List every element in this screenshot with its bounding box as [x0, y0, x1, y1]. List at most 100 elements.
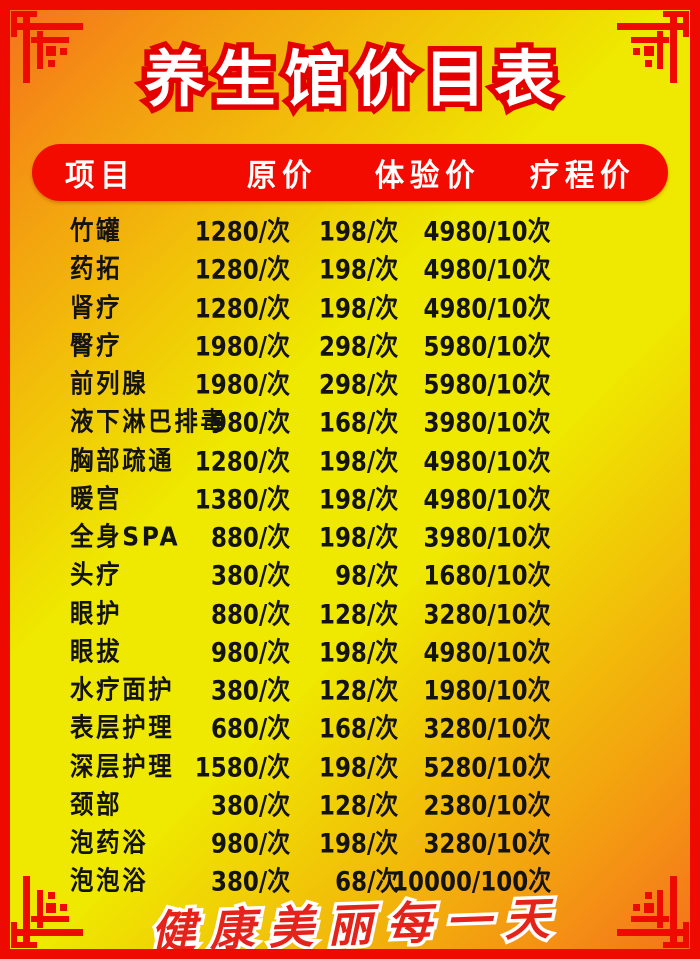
row-trial-price: 128/次 — [318, 790, 398, 822]
row-course-price: 1980/10次 — [423, 675, 551, 707]
row-item-name: 暖宫 — [70, 484, 123, 515]
row-item-name: 胸部疏通 — [70, 446, 175, 477]
table-header-bar: 项目 原价 体验价 疗程价 — [32, 144, 668, 201]
row-trial-price: 198/次 — [318, 254, 398, 286]
row-original-price: 1280/次 — [194, 293, 290, 325]
row-original-price: 1280/次 — [194, 446, 290, 478]
row-course-price: 3980/10次 — [423, 522, 551, 554]
row-course-price: 10000/100次 — [391, 866, 551, 898]
row-trial-price: 198/次 — [318, 828, 398, 860]
row-course-price: 3280/10次 — [423, 599, 551, 631]
table-row: 泡药浴 980/次 198/次 3280/10次 — [35, 822, 665, 860]
row-item-name: 前列腺 — [70, 369, 149, 400]
row-item-name: 表层护理 — [70, 713, 175, 744]
row-trial-price: 198/次 — [318, 484, 398, 516]
row-original-price: 380/次 — [210, 790, 290, 822]
row-course-price: 2380/10次 — [423, 790, 551, 822]
row-course-price: 4980/10次 — [423, 254, 551, 286]
table-row: 暖宫 1380/次 198/次 4980/10次 — [35, 478, 665, 516]
poster-title-text: 养生馆价目表 — [144, 44, 565, 115]
header-trial-price: 体验价 — [374, 158, 480, 194]
row-item-name: 臀疗 — [70, 331, 123, 362]
row-trial-price: 168/次 — [318, 713, 398, 745]
table-row: 水疗面护 380/次 128/次 1980/10次 — [35, 669, 665, 707]
row-course-price: 5980/10次 — [423, 369, 551, 401]
row-trial-price: 198/次 — [318, 446, 398, 478]
row-original-price: 380/次 — [210, 675, 290, 707]
row-trial-price: 198/次 — [318, 216, 398, 248]
row-original-price: 680/次 — [210, 713, 290, 745]
row-trial-price: 198/次 — [318, 293, 398, 325]
row-original-price: 380/次 — [210, 560, 290, 592]
row-item-name: 液下淋巴排毒 — [70, 407, 227, 438]
price-table: 竹罐 1280/次 198/次 4980/10次 药拓 1280/次 198/次… — [35, 210, 665, 899]
row-item-name: 水疗面护 — [70, 675, 175, 706]
row-original-price: 980/次 — [210, 828, 290, 860]
header-original-price: 原价 — [246, 158, 318, 194]
row-trial-price: 198/次 — [318, 752, 398, 784]
row-course-price: 1680/10次 — [423, 560, 551, 592]
corner-ornament-top-right-icon — [605, 11, 689, 95]
table-row: 药拓 1280/次 198/次 4980/10次 — [35, 248, 665, 286]
row-trial-price: 68/次 — [334, 866, 398, 898]
table-row: 全身SPA 880/次 198/次 3980/10次 — [35, 516, 665, 554]
row-item-name: 全身SPA — [70, 522, 181, 553]
row-trial-price: 298/次 — [318, 331, 398, 363]
row-item-name: 颈部 — [70, 790, 123, 821]
header-item-column: 项目 — [65, 158, 136, 194]
row-original-price: 880/次 — [210, 599, 290, 631]
header-course-price: 疗程价 — [529, 158, 635, 194]
row-original-price: 980/次 — [210, 407, 290, 439]
row-item-name: 药拓 — [70, 254, 123, 285]
row-course-price: 3280/10次 — [423, 828, 551, 860]
table-row: 竹罐 1280/次 198/次 4980/10次 — [35, 210, 665, 248]
table-row: 眼拔 980/次 198/次 4980/10次 — [35, 631, 665, 669]
row-trial-price: 198/次 — [318, 637, 398, 669]
table-row: 眼护 880/次 128/次 3280/10次 — [35, 593, 665, 631]
table-row: 深层护理 1580/次 198/次 5280/10次 — [35, 746, 665, 784]
table-row: 液下淋巴排毒 980/次 168/次 3980/10次 — [35, 401, 665, 439]
table-row: 表层护理 680/次 168/次 3280/10次 — [35, 707, 665, 745]
row-course-price: 5980/10次 — [423, 331, 551, 363]
row-item-name: 竹罐 — [70, 216, 123, 247]
row-original-price: 1280/次 — [194, 254, 290, 286]
table-row: 胸部疏通 1280/次 198/次 4980/10次 — [35, 440, 665, 478]
row-course-price: 3280/10次 — [423, 713, 551, 745]
table-row: 颈部 380/次 128/次 2380/10次 — [35, 784, 665, 822]
row-course-price: 4980/10次 — [423, 446, 551, 478]
poster-title-outline: 养生馆价目表 — [139, 39, 565, 121]
table-row: 臀疗 1980/次 298/次 5980/10次 — [35, 325, 665, 363]
row-trial-price: 198/次 — [318, 522, 398, 554]
row-original-price: 1980/次 — [194, 369, 290, 401]
row-trial-price: 128/次 — [318, 675, 398, 707]
row-original-price: 1580/次 — [194, 752, 290, 784]
row-course-price: 4980/10次 — [423, 637, 551, 669]
row-trial-price: 128/次 — [318, 599, 398, 631]
row-course-price: 4980/10次 — [423, 216, 551, 248]
row-item-name: 深层护理 — [70, 752, 175, 783]
row-original-price: 1280/次 — [194, 216, 290, 248]
poster-title: 养生馆价目表 养生馆价目表 — [10, 38, 690, 122]
row-trial-price: 298/次 — [318, 369, 398, 401]
row-original-price: 880/次 — [210, 522, 290, 554]
row-trial-price: 98/次 — [334, 560, 398, 592]
row-course-price: 4980/10次 — [423, 293, 551, 325]
row-course-price: 3980/10次 — [423, 407, 551, 439]
row-item-name: 泡药浴 — [70, 828, 149, 859]
corner-ornament-bottom-right-icon — [605, 864, 689, 948]
table-row: 前列腺 1980/次 298/次 5980/10次 — [35, 363, 665, 401]
row-item-name: 头疗 — [70, 560, 123, 591]
table-row: 肾疗 1280/次 198/次 4980/10次 — [35, 287, 665, 325]
row-original-price: 380/次 — [210, 866, 290, 898]
row-item-name: 泡泡浴 — [70, 866, 149, 897]
row-item-name: 眼拔 — [70, 637, 123, 668]
row-original-price: 1980/次 — [194, 331, 290, 363]
row-original-price: 980/次 — [210, 637, 290, 669]
row-trial-price: 168/次 — [318, 407, 398, 439]
row-original-price: 1380/次 — [194, 484, 290, 516]
row-course-price: 4980/10次 — [423, 484, 551, 516]
row-item-name: 肾疗 — [70, 293, 123, 324]
table-row: 头疗 380/次 98/次 1680/10次 — [35, 554, 665, 592]
table-row: 泡泡浴 380/次 68/次 10000/100次 — [35, 860, 665, 898]
